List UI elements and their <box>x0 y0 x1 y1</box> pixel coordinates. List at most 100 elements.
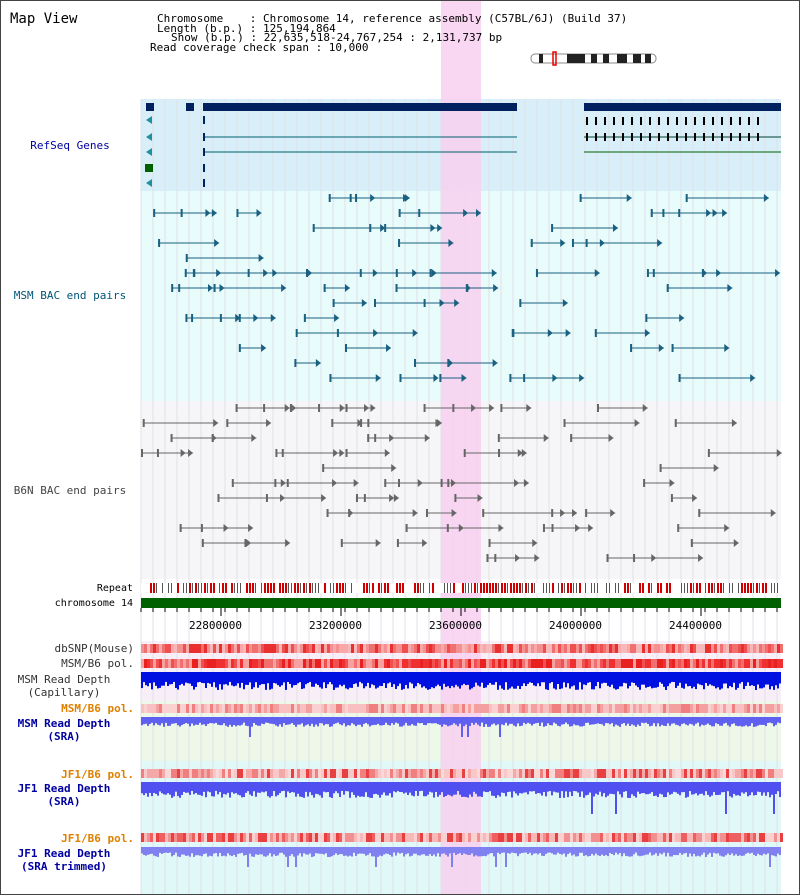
msm-depth-sra-bar <box>351 717 353 724</box>
jf1-depth-sra-bar <box>609 782 611 794</box>
jf1-depth-sra-bar <box>165 782 167 795</box>
msm-pol2-cell <box>195 704 198 713</box>
msm-pol-cell <box>198 659 201 668</box>
dbsnp-cell <box>684 644 687 653</box>
msm-pol-cell <box>228 659 231 668</box>
jf1-depth-sra-bar <box>441 782 443 793</box>
msm-depth-capillary-bar <box>653 672 655 688</box>
jf1-depth-sra-bar <box>235 782 237 794</box>
jf1-pol-cell <box>153 769 156 778</box>
msm-pol-cell <box>531 659 534 668</box>
jf1-pol2-cell <box>288 833 291 842</box>
jf1-depth-trimmed-bar <box>705 847 707 857</box>
dbsnp-cell <box>339 644 342 653</box>
msm-depth-sra-bar <box>477 717 479 725</box>
msm-pol2-cell <box>432 704 435 713</box>
jf1-pol2-cell <box>741 833 744 842</box>
jf1-depth-sra-bar <box>613 782 615 795</box>
jf1-depth-sra-bar <box>565 782 567 792</box>
ideogram-band <box>645 54 651 63</box>
msm-bac-pair-arrow <box>658 344 664 352</box>
jf1-depth-sra-bar <box>237 782 239 795</box>
jf1-depth-trimmed-bar <box>321 847 323 854</box>
msm-depth-sra-bar <box>507 717 509 726</box>
jf1-depth-trimmed-bar <box>415 847 417 854</box>
msm-depth-capillary-bar <box>637 672 639 688</box>
msm-depth-capillary-bar <box>165 672 167 682</box>
msm-pol-cell <box>186 659 189 668</box>
msm-depth-sra-bar <box>465 717 467 725</box>
jf1-depth-trimmed-bar <box>391 847 393 857</box>
msm-depth-capillary-bar <box>349 672 351 688</box>
dbsnp-cell <box>618 644 621 653</box>
msm-bac-pair-end <box>374 299 377 307</box>
jf1-depth-trimmed-bar <box>313 847 315 857</box>
repeat-element <box>468 583 469 593</box>
msm-pol-cell <box>552 659 555 668</box>
msm-depth-capillary-bar <box>655 672 657 688</box>
msm-depth-capillary-bar <box>281 672 283 686</box>
jf1-pol-cell <box>399 769 402 778</box>
jf1-depth-sra-bar <box>229 782 231 798</box>
gene-exon <box>595 133 597 141</box>
jf1-depth-sra-bar <box>671 782 673 794</box>
repeat-element <box>747 583 749 593</box>
jf1-depth-sra-bar <box>545 782 547 797</box>
dbsnp-cell <box>291 644 294 653</box>
jf1-pol2-cell <box>495 833 498 842</box>
msm-bac-pair-end <box>344 344 347 352</box>
jf1-pol2-cell <box>456 833 459 842</box>
jf1-pol-cell <box>402 769 405 778</box>
msm-depth-sra-bar <box>333 717 335 725</box>
jf1-depth-sra-bar <box>231 782 233 793</box>
msm-pol2-cell <box>591 704 594 713</box>
msm-depth-sra-bar <box>189 717 191 727</box>
jf1-depth-sra-bar <box>681 782 683 793</box>
msm-bac-pair-end <box>685 194 688 202</box>
msm-depth-sra-bar <box>721 717 723 726</box>
jf1-pol-cell <box>396 769 399 778</box>
dbsnp-cell <box>438 644 441 653</box>
msm-depth-sra-bar <box>141 717 143 726</box>
msm-depth-capillary-bar <box>323 672 325 683</box>
msm-pol-cell <box>294 659 297 668</box>
dbsnp-cell <box>552 644 555 653</box>
msm-depth-capillary-bar <box>617 672 619 689</box>
msm-depth-sra-bar <box>593 717 595 725</box>
jf1-depth-trimmed-bar <box>201 847 203 857</box>
msm-depth-capillary-bar <box>359 672 361 682</box>
msm-depth-capillary-bar <box>297 672 299 684</box>
msm-bac-pair-end <box>238 314 241 322</box>
dbsnp-cell <box>486 644 489 653</box>
msm-depth-sra-bar <box>279 717 281 725</box>
jf1-depth-trimmed-bar <box>691 847 693 857</box>
jf1-depth-sra-bar <box>435 782 437 793</box>
jf1-depth-trimmed-bar <box>303 847 305 854</box>
msm-depth-capillary-bar <box>145 672 147 686</box>
jf1-depth-sra-bar <box>763 782 765 793</box>
msm-depth-sra-bar <box>567 717 569 725</box>
jf1-depth-trimmed-bar <box>219 847 221 853</box>
b6n-bac-pair-arrow <box>424 434 430 442</box>
repeat-element <box>201 583 202 593</box>
msm-depth-sra-bar <box>401 717 403 727</box>
jf1-depth-trimmed-bar <box>229 847 231 856</box>
jf1-depth-trimmed-bar <box>703 847 705 853</box>
jf1-pol2-cell <box>237 833 240 842</box>
msm-depth-sra-bar <box>719 717 721 726</box>
jf1-depth-trimmed-bar <box>241 847 243 853</box>
jf1-depth-trimmed-bar <box>363 847 365 854</box>
b6n-bac-pair-end <box>563 419 566 427</box>
msm-pol2-cell <box>255 704 258 713</box>
b6n-bac-pair-end <box>690 539 693 547</box>
repeat-element <box>225 583 227 593</box>
jf1-pol-cell <box>513 769 516 778</box>
msm-depth-capillary-bar <box>439 672 441 687</box>
jf1-depth-sra-bar <box>611 782 613 794</box>
jf1-depth-sra-bar <box>627 782 629 798</box>
dbsnp-cell <box>579 644 582 653</box>
jf1-pol2-cell <box>219 833 222 842</box>
jf1-depth-trimmed-bar <box>351 847 353 857</box>
jf1-pol-cell <box>651 769 654 778</box>
